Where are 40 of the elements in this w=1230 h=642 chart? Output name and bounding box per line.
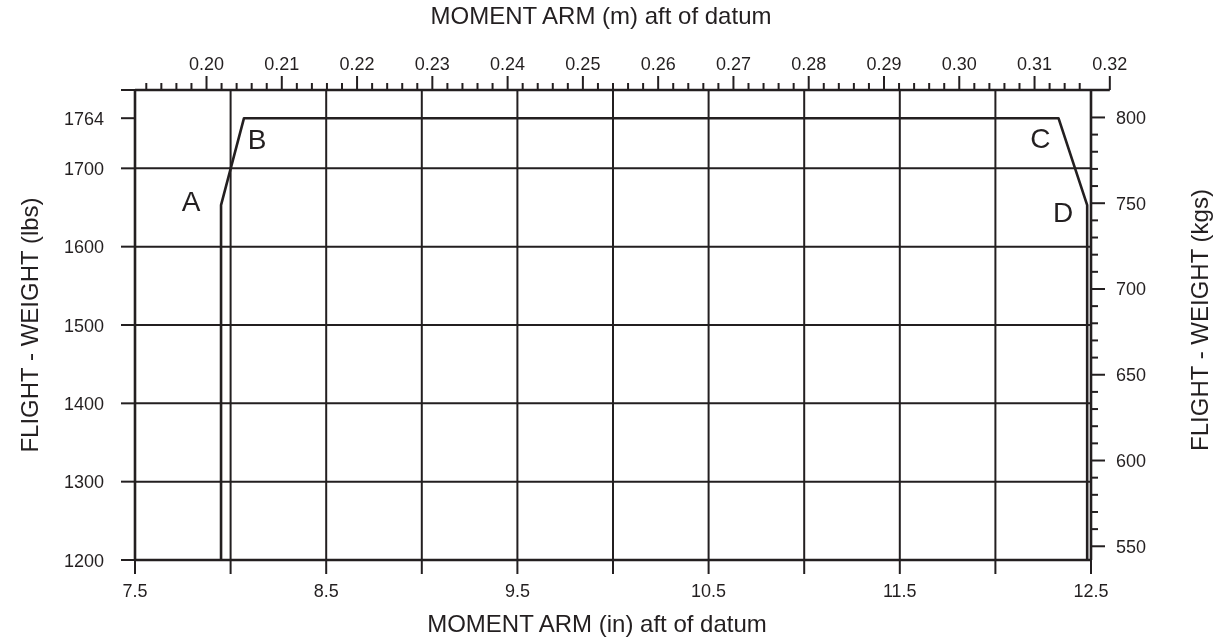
y-tick-label: 1764 bbox=[63, 108, 104, 129]
x2-tick-label: 0.29 bbox=[866, 54, 902, 74]
x-tick-label: 9.5 bbox=[504, 581, 530, 601]
x-tick-label: 10.5 bbox=[691, 581, 727, 601]
x2-tick-label: 0.31 bbox=[1017, 54, 1053, 74]
x-axis-title: MOMENT ARM (in) aft of datum bbox=[427, 610, 767, 637]
x2-tick-label: 0.26 bbox=[640, 54, 676, 74]
annotation: A bbox=[181, 186, 201, 218]
annotation: B bbox=[247, 124, 267, 156]
y2-tick-label: 750 bbox=[1116, 193, 1147, 214]
y-tick-label: 1700 bbox=[63, 158, 104, 179]
x-tick-label: 7.5 bbox=[122, 581, 148, 601]
x2-tick-label: 0.24 bbox=[490, 54, 526, 74]
x2-tick-label: 0.30 bbox=[941, 54, 977, 74]
y2-tick-label: 700 bbox=[1116, 279, 1147, 300]
y2-axis-title: FLIGHT - WEIGHT (kgs) bbox=[1186, 189, 1213, 451]
x2-tick-label: 0.21 bbox=[264, 54, 300, 74]
x2-tick-label: 0.28 bbox=[791, 54, 827, 74]
x2-tick-label: 0.22 bbox=[339, 54, 375, 74]
y-tick-label: 1200 bbox=[63, 550, 104, 571]
y-axis-title: FLIGHT - WEIGHT (lbs) bbox=[16, 197, 43, 453]
y2-tick-label: 800 bbox=[1116, 107, 1147, 128]
x2-tick-label: 0.25 bbox=[565, 54, 601, 74]
x2-tick-label: 0.20 bbox=[188, 54, 225, 74]
y2-tick-label: 600 bbox=[1116, 451, 1147, 472]
x-tick-label: 12.5 bbox=[1073, 581, 1109, 601]
x2-tick-label: 0.27 bbox=[715, 54, 751, 74]
annotation: D bbox=[1053, 197, 1074, 229]
y-tick-label: 1600 bbox=[63, 237, 104, 258]
x2-tick-label: 0.32 bbox=[1092, 54, 1128, 74]
y-tick-label: 1500 bbox=[63, 315, 104, 336]
x-tick-label: 11.5 bbox=[882, 581, 917, 601]
x2-axis-title: MOMENT ARM (m) aft of datum bbox=[430, 2, 772, 29]
y-tick-label: 1300 bbox=[63, 472, 104, 493]
y-tick-label: 1400 bbox=[63, 393, 104, 414]
x2-tick-label: 0.23 bbox=[414, 54, 450, 74]
y2-tick-label: 650 bbox=[1116, 365, 1147, 386]
x-tick-label: 8.5 bbox=[313, 581, 339, 601]
y2-tick-label: 550 bbox=[1116, 536, 1147, 557]
annotation: C bbox=[1030, 123, 1051, 155]
